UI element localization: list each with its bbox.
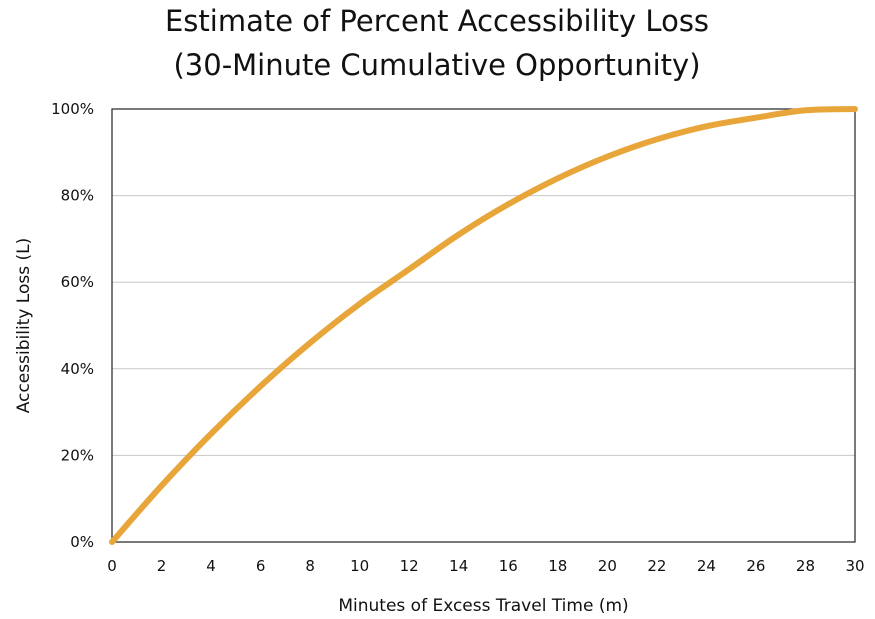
x-tick-label: 20: [598, 557, 617, 575]
x-tick-label: 18: [548, 557, 567, 575]
x-tick-label: 10: [350, 557, 369, 575]
x-tick-label: 24: [697, 557, 716, 575]
x-tick-label: 14: [449, 557, 468, 575]
x-tick-label: 28: [796, 557, 815, 575]
x-tick-label: 8: [305, 557, 315, 575]
y-tick-label: 80%: [61, 187, 94, 205]
y-tick-label: 100%: [51, 100, 94, 118]
x-axis-ticks: 0 2 4 6 8 10 12 14 16 18 20 22 24 26 28 30: [107, 557, 864, 575]
plot-area-frame: [111, 108, 856, 543]
series-layer: [109, 106, 858, 545]
x-tick-label: 30: [845, 557, 864, 575]
chart-title: Estimate of Percent Accessibility Loss (…: [165, 4, 709, 82]
x-tick-label: 2: [157, 557, 167, 575]
y-tick-label: 40%: [61, 360, 94, 378]
x-axis-label: Minutes of Excess Travel Time (m): [338, 596, 628, 616]
x-tick-label: 26: [746, 557, 765, 575]
gridlines: [112, 195, 855, 456]
y-tick-label: 0%: [70, 533, 94, 551]
series-line-0: [109, 106, 858, 545]
y-axis-ticks: 0% 20% 40% 60% 80% 100%: [51, 100, 94, 551]
x-tick-label: 4: [206, 557, 216, 575]
x-tick-label: 12: [400, 557, 419, 575]
chart-title-line-2: (30-Minute Cumulative Opportunity): [173, 48, 700, 82]
chart-title-line-1: Estimate of Percent Accessibility Loss: [165, 4, 709, 38]
x-tick-label: 6: [256, 557, 266, 575]
x-tick-label: 0: [107, 557, 117, 575]
y-tick-label: 20%: [61, 446, 94, 464]
y-tick-label: 60%: [61, 273, 94, 291]
x-tick-label: 22: [647, 557, 666, 575]
y-axis-label: Accessibility Loss (L): [14, 238, 34, 413]
x-tick-label: 16: [499, 557, 518, 575]
